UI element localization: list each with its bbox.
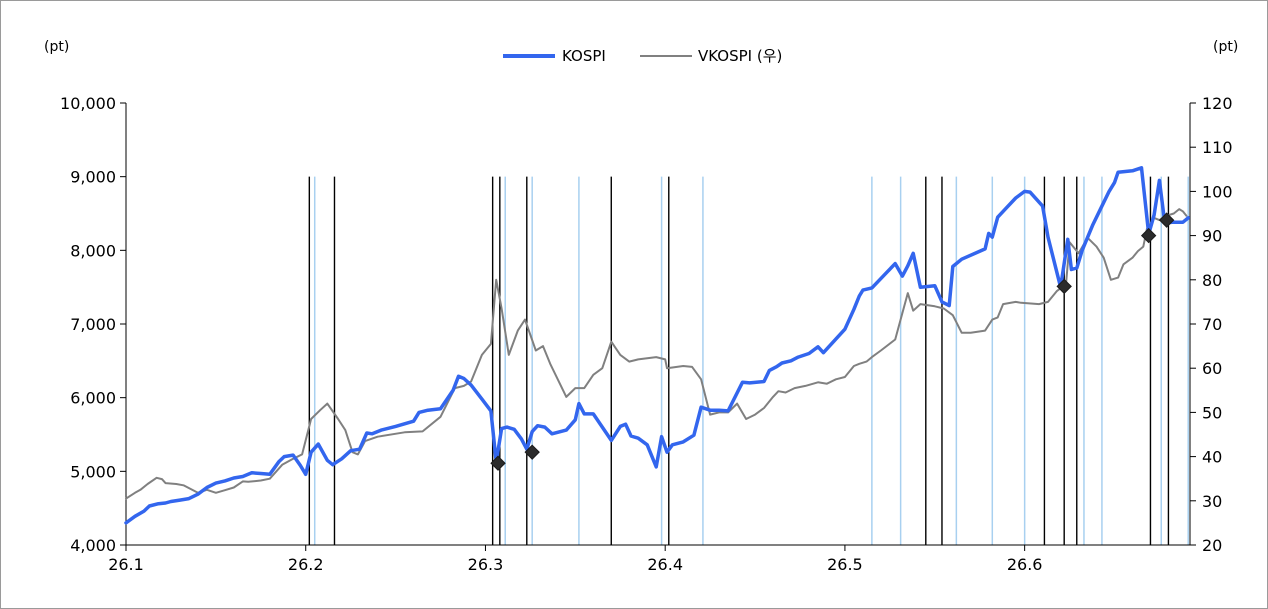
- x-tick-label: 26.1: [108, 555, 144, 574]
- right-axis-unit: (pt): [1213, 39, 1238, 55]
- left-tick-label: 8,000: [70, 241, 116, 260]
- right-tick-label: 70: [1202, 315, 1222, 334]
- x-tick-label: 26.5: [827, 555, 863, 574]
- series-line-vkospi: [125, 208, 1188, 500]
- left-tick-label: 6,000: [70, 389, 116, 408]
- series-line-kospi: [124, 166, 1190, 525]
- tick-labels: 4,000 5,000 6,000 7,000 8,000 9,000 10,000 20 30…: [60, 94, 1233, 574]
- right-tick-label: 30: [1202, 492, 1222, 511]
- diamond-marker: [1056, 278, 1072, 295]
- diamond-marker: [524, 444, 540, 460]
- x-tick-label: 26.4: [647, 555, 683, 574]
- right-tick-label: 120: [1202, 94, 1233, 113]
- left-tick-label: 7,000: [70, 315, 116, 334]
- legend-label-vkospi: VKOSPI (우): [698, 47, 782, 65]
- axes: [120, 102, 1196, 551]
- series-lines: [124, 166, 1190, 525]
- diamond-marker: [1140, 227, 1157, 244]
- diamond-markers: [490, 212, 1175, 471]
- x-tick-label: 26.2: [288, 555, 324, 574]
- left-tick-label: 10,000: [60, 94, 116, 113]
- left-tick-label: 9,000: [70, 168, 116, 187]
- left-tick-label: 4,000: [70, 536, 116, 555]
- left-axis-unit: (pt): [44, 39, 69, 55]
- event-lines: [308, 176, 1189, 545]
- left-tick-label: 5,000: [70, 462, 116, 481]
- right-tick-label: 90: [1202, 227, 1222, 246]
- diamond-marker: [1158, 212, 1175, 228]
- right-tick-label: 60: [1202, 359, 1222, 378]
- diamond-marker: [490, 455, 506, 471]
- x-tick-label: 26.6: [1007, 555, 1043, 574]
- right-tick-label: 50: [1202, 403, 1222, 422]
- x-tick-label: 26.3: [468, 555, 504, 574]
- legend: KOSPI VKOSPI (우): [503, 47, 782, 65]
- right-tick-label: 80: [1202, 271, 1222, 290]
- legend-label-kospi: KOSPI: [562, 47, 606, 65]
- right-tick-label: 100: [1202, 182, 1233, 201]
- right-tick-label: 110: [1202, 138, 1233, 157]
- right-tick-label: 20: [1202, 536, 1222, 555]
- right-tick-label: 40: [1202, 448, 1222, 467]
